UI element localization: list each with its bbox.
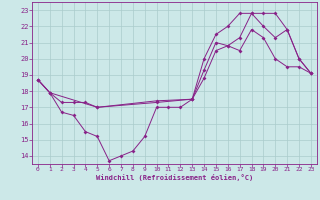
X-axis label: Windchill (Refroidissement éolien,°C): Windchill (Refroidissement éolien,°C) <box>96 174 253 181</box>
